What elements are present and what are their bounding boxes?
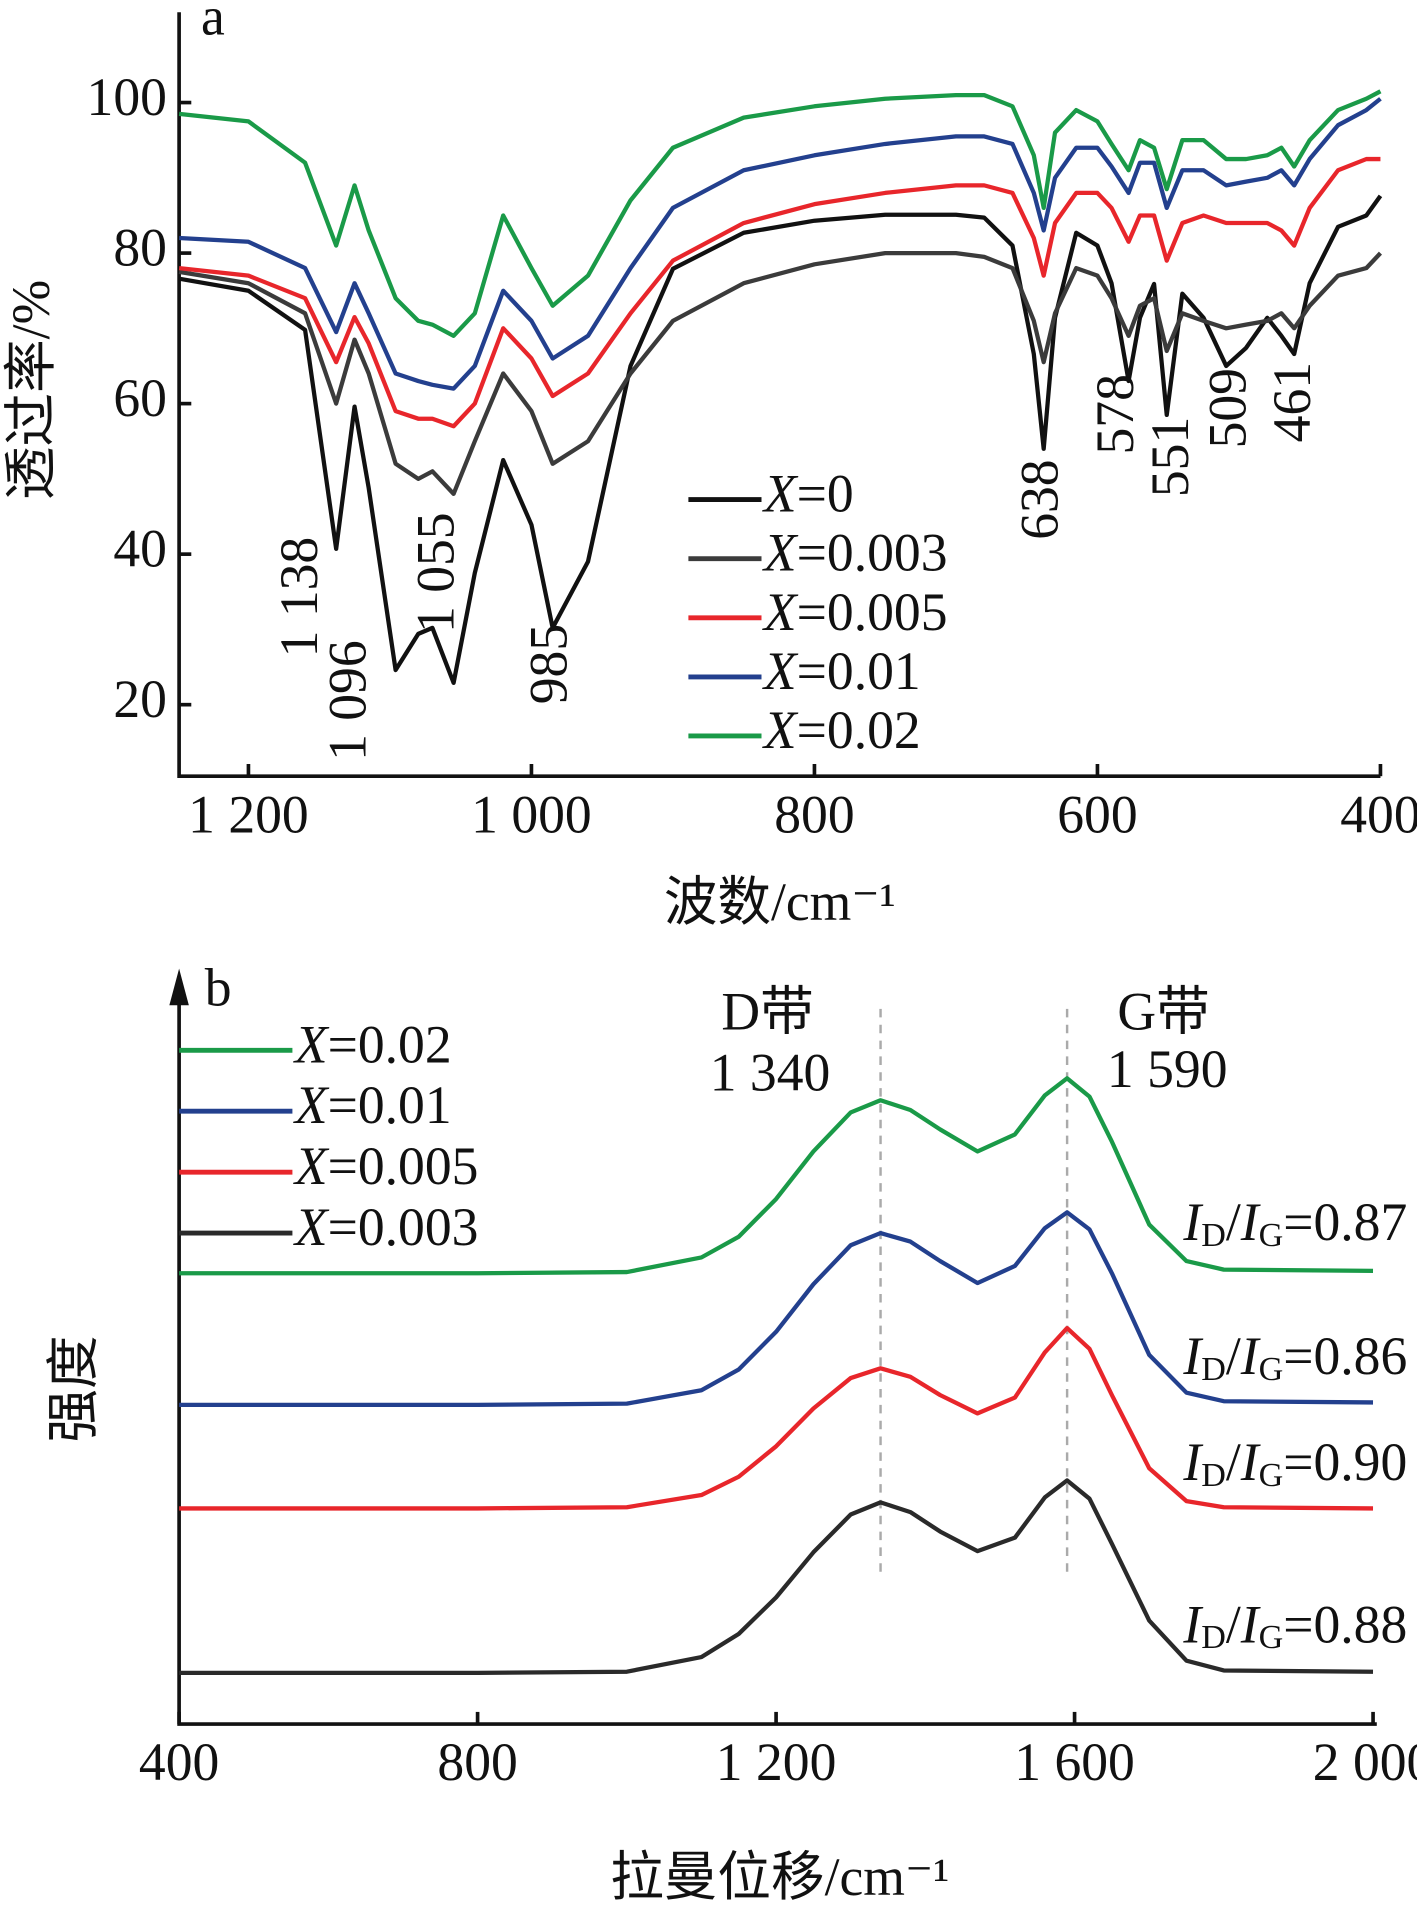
ratio-label: ID/IG=0.88 [1182, 1595, 1407, 1656]
peak-label: 578 [1085, 374, 1145, 454]
peak-label: 1 096 [318, 640, 378, 761]
x-axis-label: 拉曼位移/cm⁻¹ [610, 1847, 949, 1907]
band-label: 1 590 [1107, 1039, 1228, 1099]
band-label: D带 [721, 982, 813, 1042]
legend-label: X=0.02 [762, 700, 921, 760]
y-tick-label: 60 [113, 368, 167, 428]
ratio-label: ID/IG=0.87 [1182, 1193, 1407, 1254]
axis-arrow [169, 968, 189, 1006]
ratio-label: ID/IG=0.86 [1182, 1327, 1407, 1388]
band-label: G带 [1117, 982, 1209, 1042]
legend-label: X=0.005 [762, 582, 948, 642]
peak-label: 1 138 [269, 537, 329, 658]
series-line [178, 194, 1383, 685]
x-tick-label: 2 000 [1313, 1732, 1417, 1792]
y-axis-label: 强度 [43, 1335, 103, 1442]
x-tick-label: 1 600 [1014, 1732, 1135, 1792]
x-tick-label: 600 [1057, 784, 1137, 844]
x-tick-label: 800 [774, 784, 854, 844]
series-line [178, 89, 1382, 338]
series-line [178, 156, 1381, 429]
x-tick-label: 400 [1340, 784, 1417, 844]
series-line [179, 1478, 1374, 1676]
axes [177, 12, 1381, 779]
peak-label: 1 055 [405, 512, 465, 633]
band-label: 1 340 [710, 1043, 831, 1103]
peak-label: 551 [1140, 417, 1200, 497]
series-line [178, 97, 1382, 391]
x-tick-label: 1 200 [716, 1732, 837, 1792]
series-line [178, 250, 1382, 497]
legend-label: X=0 [762, 464, 854, 524]
ratio-label: ID/IG=0.90 [1182, 1433, 1407, 1494]
x-axis-label: 波数/cm⁻¹ [664, 872, 896, 932]
legend-label: X=0.01 [762, 641, 921, 701]
panel-label: a [201, 0, 225, 46]
peak-label: 638 [1010, 459, 1070, 539]
peak-label: 509 [1197, 368, 1257, 448]
series-line [179, 1210, 1374, 1408]
series-line [179, 1076, 1374, 1276]
peak-label: 985 [519, 624, 579, 704]
y-axis-label: 透过率/% [1, 280, 61, 500]
panel-label: b [205, 957, 232, 1017]
y-tick-label: 20 [113, 669, 167, 729]
x-tick-label: 400 [139, 1732, 219, 1792]
legend-label: X=0.01 [293, 1076, 452, 1136]
peak-label: 461 [1262, 362, 1322, 442]
x-tick-label: 800 [437, 1732, 517, 1792]
x-tick-label: 1 200 [188, 784, 309, 844]
y-tick-label: 100 [87, 67, 167, 127]
legend-label: X=0.005 [293, 1136, 479, 1196]
y-tick-label: 40 [113, 518, 167, 578]
x-tick-label: 1 000 [471, 784, 592, 844]
legend-label: X=0.003 [293, 1197, 479, 1257]
series-line [179, 1325, 1374, 1511]
y-tick-label: 80 [113, 217, 167, 277]
legend-label: X=0.003 [762, 523, 948, 583]
legend-label: X=0.02 [293, 1015, 452, 1075]
